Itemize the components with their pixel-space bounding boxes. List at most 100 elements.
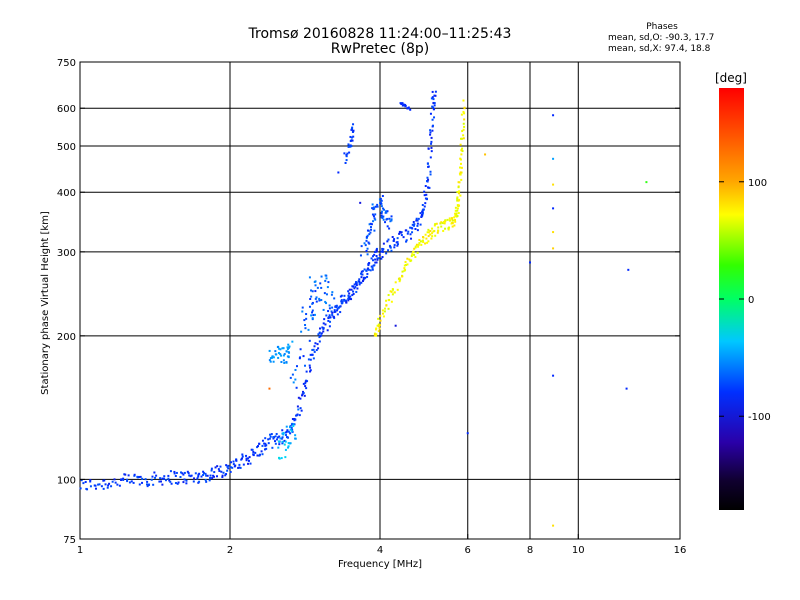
o-mode-point [180, 471, 183, 474]
o-mode-point [217, 468, 220, 471]
o-mode-point [280, 437, 283, 440]
o-mode-point [234, 464, 237, 467]
x-mode-point [268, 387, 271, 390]
o-mode-point [307, 358, 310, 361]
x-mode-point [457, 212, 460, 215]
x-mode-point [375, 327, 378, 330]
o-mode-point [396, 244, 399, 247]
colorbar-tick-label: 0 [748, 295, 754, 306]
x-tick-label: 8 [527, 545, 533, 556]
x-mode-point [416, 251, 419, 254]
o-mode-point [365, 235, 368, 238]
o-mode-point [174, 474, 177, 477]
o-mode-point [329, 316, 332, 319]
o-mode-point [198, 480, 201, 483]
o-mode-point [552, 207, 555, 210]
o-mode-point [222, 471, 225, 474]
o-mode-point [368, 233, 371, 236]
x-mode-point [429, 233, 432, 236]
o-mode-point [434, 94, 437, 97]
o-mode-point [366, 275, 369, 278]
y-tick-label: 500 [57, 142, 76, 153]
o-mode-point [345, 159, 348, 162]
o-mode-point [367, 241, 370, 244]
o-mode-point [354, 285, 357, 288]
colorbar-title: [deg] [715, 71, 747, 85]
o-mode-point [287, 346, 290, 349]
o-mode-point [276, 436, 279, 439]
o-mode-point [358, 278, 361, 281]
x-mode-point [433, 224, 436, 227]
o-mode-point [327, 316, 330, 319]
x-mode-point [459, 162, 462, 165]
o-mode-point [390, 215, 393, 218]
x-mode-point [385, 304, 388, 307]
o-mode-point [431, 129, 434, 132]
o-mode-point [431, 96, 434, 99]
o-mode-point [412, 224, 415, 227]
x-mode-point [461, 147, 464, 150]
x-mode-point [404, 261, 407, 264]
o-mode-point [280, 360, 283, 363]
o-mode-point [373, 229, 376, 232]
o-mode-point [372, 215, 375, 218]
o-mode-point [269, 435, 272, 438]
o-mode-point [417, 217, 420, 220]
x-mode-point [453, 224, 456, 227]
o-mode-point [225, 473, 228, 476]
o-mode-point [82, 482, 85, 485]
o-mode-point [288, 425, 291, 428]
o-mode-point [374, 205, 377, 208]
x-mode-point [430, 237, 433, 240]
o-mode-point [308, 276, 311, 279]
o-mode-point [133, 473, 136, 476]
o-mode-point [416, 224, 419, 227]
o-mode-point [318, 297, 321, 300]
o-mode-point [416, 229, 419, 232]
x-mode-point [552, 524, 555, 527]
o-mode-point [227, 467, 230, 470]
o-mode-point [320, 299, 323, 302]
o-mode-point [311, 317, 314, 320]
o-mode-point [347, 294, 350, 297]
o-mode-point [328, 307, 331, 310]
x-mode-point [437, 229, 440, 232]
o-mode-point [433, 104, 436, 107]
o-mode-point [285, 434, 288, 437]
o-mode-point [379, 197, 382, 200]
x-mode-point [457, 192, 460, 195]
o-mode-point [373, 207, 376, 210]
y-tick-label: 300 [57, 248, 76, 259]
x-mode-point [484, 153, 487, 156]
o-mode-point [315, 296, 318, 299]
o-mode-point [273, 440, 276, 443]
o-mode-point [286, 346, 289, 349]
x-mode-point [415, 243, 418, 246]
o-mode-point [389, 246, 392, 249]
o-mode-point [281, 432, 284, 435]
o-mode-point [360, 276, 363, 279]
x-axis-label: Frequency [MHz] [338, 559, 422, 570]
o-mode-point [399, 231, 402, 234]
x-mode-point [387, 299, 390, 302]
x-mode-point [424, 242, 427, 245]
o-mode-point [317, 333, 320, 336]
o-mode-point [370, 228, 373, 231]
x-mode-point [451, 221, 454, 224]
x-mode-point [385, 299, 388, 302]
o-mode-point [210, 469, 213, 472]
o-mode-point [183, 478, 186, 481]
o-mode-point [368, 242, 371, 245]
o-mode-point [158, 480, 161, 483]
o-mode-point [104, 483, 107, 486]
o-mode-point [363, 242, 366, 245]
o-mode-point [389, 220, 392, 223]
x-mode-point [461, 150, 464, 153]
x-mode-point [417, 245, 420, 248]
x-mode-point [427, 228, 430, 231]
o-mode-point [350, 145, 353, 148]
o-mode-point [205, 474, 208, 477]
x-tick-label: 10 [572, 545, 585, 556]
o-mode-point [245, 459, 248, 462]
o-mode-point [130, 480, 133, 483]
